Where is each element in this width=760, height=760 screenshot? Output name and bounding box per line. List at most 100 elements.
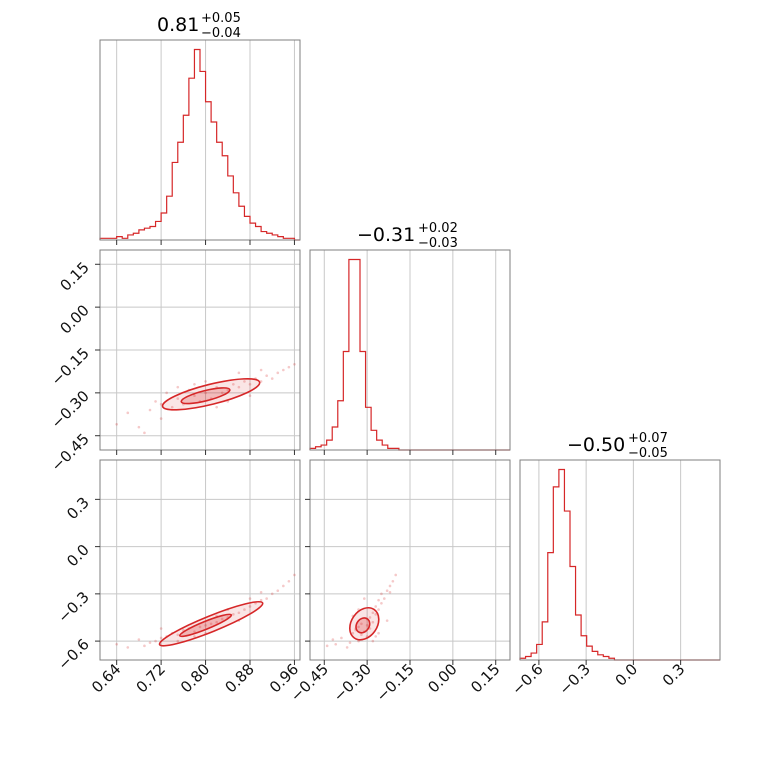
sample-point xyxy=(380,602,383,605)
y-tick-label: −0.30 xyxy=(48,387,93,432)
x-tick-label: −0.15 xyxy=(373,660,418,705)
sample-point xyxy=(193,630,196,633)
sample-point xyxy=(159,417,163,420)
sample-point xyxy=(232,613,235,616)
sample-point xyxy=(374,605,378,608)
sample-point xyxy=(371,639,375,643)
sample-point xyxy=(394,573,398,577)
histogram-param-0 xyxy=(99,48,300,241)
x-tick-label: −0.6 xyxy=(508,660,546,698)
sample-point xyxy=(282,584,285,588)
sample-point xyxy=(259,598,263,602)
sample-point xyxy=(209,622,213,626)
title-1-minus: −0.03 xyxy=(418,236,458,251)
sample-point xyxy=(176,639,180,643)
sample-point xyxy=(270,592,274,596)
sample-point xyxy=(137,638,141,641)
sample-point xyxy=(248,605,252,608)
sample-point xyxy=(382,597,386,600)
sample-point xyxy=(198,625,202,629)
sample-point xyxy=(388,584,392,588)
sample-point xyxy=(248,597,252,600)
sample-point xyxy=(237,611,241,615)
sample-point xyxy=(237,385,241,389)
sample-point xyxy=(360,622,363,626)
sample-point xyxy=(176,633,180,637)
sample-point xyxy=(345,646,349,649)
sample-point xyxy=(340,636,343,640)
title-1-plus: +0.02 xyxy=(418,221,458,236)
sample-point xyxy=(293,573,296,577)
x-tick-label: 0.15 xyxy=(467,660,503,696)
y-tick-label: 0.0 xyxy=(63,541,93,571)
sample-point xyxy=(126,411,130,415)
y-tick-label: −0.6 xyxy=(54,635,92,673)
sample-point xyxy=(362,597,366,600)
sample-point xyxy=(377,598,380,602)
y-tick-label: 0.00 xyxy=(56,301,92,337)
sample-point xyxy=(270,377,274,380)
y-tick-label: −0.45 xyxy=(48,430,93,475)
sample-point xyxy=(287,579,291,583)
x-tick-label: 0.80 xyxy=(177,660,213,696)
sample-point xyxy=(265,374,268,378)
sample-point xyxy=(154,400,157,403)
contour-inner-x-y xyxy=(180,387,231,405)
sample-point xyxy=(176,385,180,389)
sample-point xyxy=(325,644,329,648)
sample-point xyxy=(282,368,285,372)
sample-point xyxy=(220,617,224,621)
x-tick-label: 0.00 xyxy=(424,660,460,696)
sample-point xyxy=(193,382,196,386)
sample-point xyxy=(143,644,146,648)
sample-point xyxy=(331,638,335,641)
sample-point xyxy=(176,397,180,400)
sample-point xyxy=(193,635,196,638)
sample-point xyxy=(348,641,352,644)
sample-point xyxy=(220,391,224,395)
sample-point xyxy=(237,371,241,375)
sample-point xyxy=(388,590,392,594)
contour-inner-x-z xyxy=(178,613,233,638)
sample-point xyxy=(368,616,372,619)
sample-point xyxy=(159,636,163,640)
sample-point xyxy=(334,642,338,646)
sample-point xyxy=(293,362,296,366)
sample-point xyxy=(371,620,375,624)
title-2-median: −0.50 xyxy=(567,434,625,456)
y-tick-label: −0.3 xyxy=(54,588,92,626)
title-0-median: 0.81 xyxy=(157,14,199,36)
sample-point xyxy=(248,382,252,386)
x-tick-label: −0.3 xyxy=(555,660,593,698)
sample-point xyxy=(360,633,363,637)
sample-point xyxy=(204,391,207,395)
sample-point xyxy=(380,592,383,596)
sample-point xyxy=(204,624,207,627)
histogram-param-2 xyxy=(519,468,720,661)
contour-outer-x-z xyxy=(158,600,264,647)
title-0-minus: −0.04 xyxy=(201,26,241,41)
sample-point xyxy=(115,422,118,426)
sample-point xyxy=(154,639,157,643)
sample-point xyxy=(143,431,146,435)
sample-point xyxy=(377,608,380,611)
sample-point xyxy=(115,642,118,646)
contour-outer-x-y xyxy=(161,377,261,411)
title-param-2: −0.50 +0.07 −0.05 xyxy=(567,431,668,461)
sample-point xyxy=(259,590,263,594)
panel-2-2-frame xyxy=(519,459,721,661)
sample-point xyxy=(165,391,168,395)
sample-point xyxy=(351,631,355,635)
x-tick-label: −0.30 xyxy=(330,660,375,705)
sample-point xyxy=(276,589,280,593)
sample-point xyxy=(365,624,369,627)
sample-point xyxy=(259,380,263,383)
panel-0-0-frame xyxy=(99,39,301,241)
sample-point xyxy=(170,405,174,409)
sample-point xyxy=(243,380,246,383)
sample-point xyxy=(148,408,152,412)
sample-point xyxy=(226,388,230,392)
sample-point xyxy=(243,608,246,611)
y-tick-label: 0.3 xyxy=(63,493,93,523)
x-tick-label: 0.0 xyxy=(612,660,642,690)
